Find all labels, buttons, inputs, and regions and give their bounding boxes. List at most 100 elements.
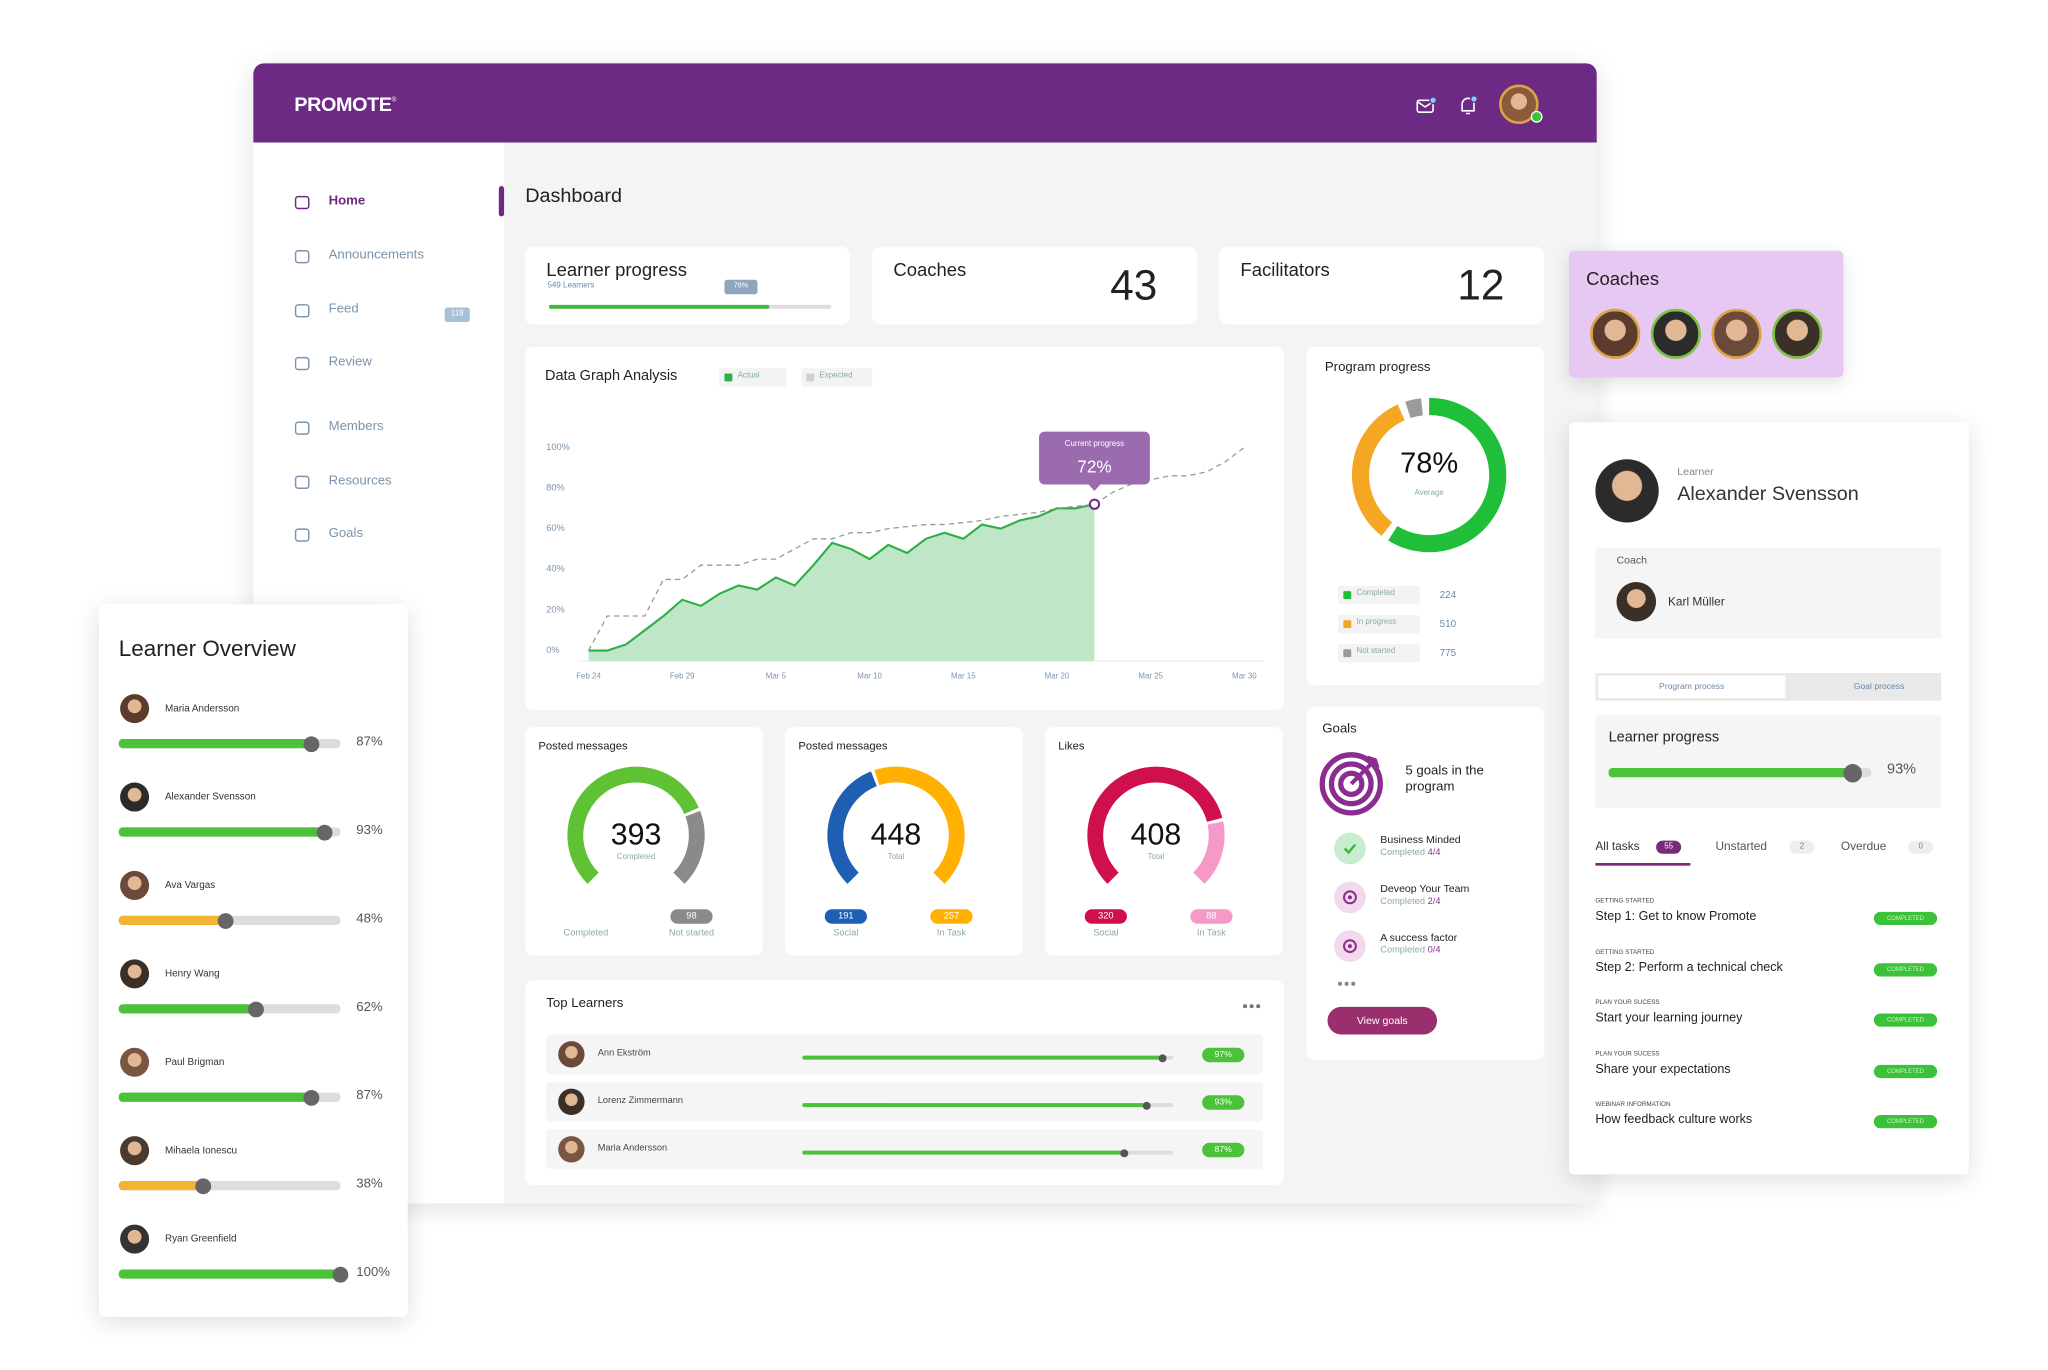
avatar [1650, 308, 1701, 359]
goal-count: 0/4 [1427, 946, 1441, 956]
glyph-ring [1343, 939, 1357, 954]
learner-value: 38% [356, 1177, 383, 1192]
learner-role: Learner [1677, 465, 1714, 478]
donut-sub: Average [1414, 488, 1444, 497]
target-arrow [1349, 755, 1380, 786]
learner-value: 100% [356, 1265, 391, 1281]
learner-value: 93% [356, 823, 383, 838]
glyph-core [1347, 944, 1352, 949]
learner-value: 62% [356, 1000, 383, 1015]
legend-label: Expected [819, 372, 853, 381]
task-category: PLAN YOUR SUCESS [1595, 1051, 1660, 1058]
task-tab: Overdue [1840, 839, 1887, 853]
value-pill: 97% [1202, 1047, 1245, 1063]
y-tick-label: 40% [546, 564, 564, 574]
avatar [120, 1224, 150, 1254]
mail-icon [1416, 96, 1438, 113]
goal-count: 2/4 [1427, 897, 1441, 907]
learner-name: Ava Vargas [164, 878, 216, 891]
menu-item: Feed [328, 302, 359, 317]
menu-icon-shape [294, 475, 310, 489]
bar-fill [802, 1103, 1148, 1108]
learner-name: Mihaela Ionescu [164, 1144, 238, 1156]
gauge-sub: Completed [617, 852, 655, 861]
avatar [558, 1088, 585, 1116]
legend-chip [800, 368, 873, 387]
gauge-card: Likes 408 Total 320 Social 88 In Task [1045, 727, 1283, 956]
gauge-pill: 88 [1190, 909, 1233, 924]
legend-chip [719, 368, 787, 387]
goal-count: 4/4 [1427, 848, 1441, 858]
learner-name: Paul Brigman [164, 1055, 225, 1068]
card-title: Learner Overview [118, 636, 296, 662]
avatar [120, 959, 150, 989]
goal-status-text: Completed [1380, 946, 1425, 956]
graph-plot: 0% 20% 40% 60% 80% 100% Feb 24 Feb 29 Mar 5 Mar 1… [546, 431, 1265, 680]
task-status: COMPLETED [1873, 1013, 1938, 1027]
program-progress-card: Program progress 78% Average Completed 224 In… [1306, 347, 1544, 685]
y-tick-label: 60% [546, 523, 564, 533]
legend-label: Not started [1356, 647, 1396, 656]
goal-status-text: Completed [1380, 848, 1425, 858]
x-tick-label: Feb 29 [670, 671, 695, 680]
donut: 78% Average [1351, 397, 1507, 553]
avatar [120, 870, 150, 900]
legend-swatch [724, 373, 733, 382]
menu-item: Announcements [328, 248, 424, 263]
menu-icon-shape [294, 528, 310, 542]
task-category: WEBINAR INFORMATION [1595, 1101, 1671, 1109]
card-title: Coaches [893, 258, 967, 280]
task-title: Step 1: Get to know Promote [1595, 909, 1757, 924]
bar-fill [118, 738, 312, 749]
mail-flap [1416, 100, 1434, 108]
card-title: Learner progress [546, 258, 688, 280]
goal-glyph [1343, 843, 1357, 855]
tooltip-pointer [1087, 483, 1102, 492]
legend-chip [1338, 585, 1420, 605]
avatar [1711, 308, 1762, 359]
menu-icon-shape [294, 249, 310, 264]
goal-icon [1334, 832, 1366, 865]
menu-icon-shape [294, 356, 310, 371]
gauge-segment [1087, 766, 1223, 884]
view-goals-button[interactable]: View goals [1327, 1006, 1438, 1035]
task-category: GETTING STARTED [1595, 949, 1655, 957]
mail-body [1416, 99, 1434, 113]
menu-icon [294, 528, 310, 542]
task-count: 55 [1656, 840, 1682, 854]
x-tick-label: Mar 25 [1138, 671, 1163, 680]
goal-title: Business Minded [1380, 833, 1461, 846]
menu-badge: 119 [444, 307, 470, 322]
learner-row [546, 1129, 1263, 1170]
series-line [588, 503, 1095, 652]
more-dot [1351, 981, 1355, 986]
bar-fill [118, 1269, 341, 1279]
avatar [120, 782, 150, 812]
target-ring [1338, 770, 1365, 798]
legend-value: 775 [1439, 646, 1457, 659]
bar-fill [118, 1004, 257, 1014]
tab: Program process [1659, 682, 1725, 692]
learner-overview-card: Learner Overview Maria Andersson 87% Alexan… [98, 604, 408, 1317]
gauge-segment [567, 766, 699, 884]
learner-name: Alexander Svensson [1677, 482, 1859, 506]
gauge-sub: Total [1148, 852, 1165, 861]
target-ring [1328, 761, 1374, 807]
learner-progress-card: Learner progress 549 Learners 78% [525, 246, 850, 325]
brand: PROMOTE ® [294, 94, 426, 120]
goals-icon [1319, 752, 1383, 816]
menu-icon [294, 249, 310, 264]
value-pill: 93% [1202, 1095, 1245, 1110]
gauge-value: 448 [871, 819, 922, 852]
more-dot [1344, 981, 1348, 986]
card-value: 12 [1457, 261, 1505, 309]
goal-status: Completed 2/4 [1380, 897, 1440, 906]
y-tick-label: 20% [546, 604, 564, 614]
legend-value: 224 [1439, 588, 1457, 601]
menu-icon [294, 421, 310, 435]
avatar [120, 1136, 150, 1166]
